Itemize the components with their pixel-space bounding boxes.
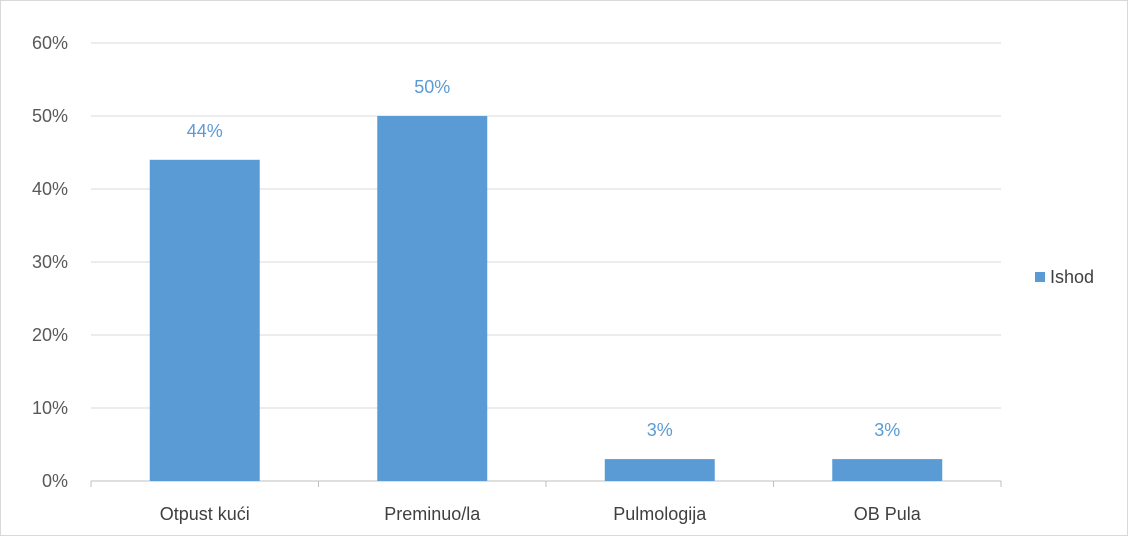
x-axis-categories: Otpust kući Preminuo/la Pulmologija OB Pula <box>160 504 922 524</box>
legend: Ishod <box>1035 267 1094 287</box>
bar <box>377 116 488 481</box>
x-category-label: Preminuo/la <box>384 504 481 524</box>
y-tick-label: 30% <box>32 252 68 272</box>
x-category-label: OB Pula <box>854 504 922 524</box>
bar <box>832 459 943 481</box>
data-label: 50% <box>414 77 450 97</box>
data-label: 3% <box>874 420 900 440</box>
x-category-label: Otpust kući <box>160 504 250 524</box>
x-category-label: Pulmologija <box>613 504 707 524</box>
data-labels: 44% 50% 3% 3% <box>187 77 901 440</box>
y-tick-label: 10% <box>32 398 68 418</box>
legend-swatch <box>1035 272 1045 282</box>
legend-label: Ishod <box>1050 267 1094 287</box>
y-tick-label: 50% <box>32 106 68 126</box>
y-axis-ticks: 0% 10% 20% 30% 40% 50% 60% <box>32 33 68 491</box>
y-tick-label: 60% <box>32 33 68 53</box>
bar <box>149 159 260 482</box>
y-tick-label: 0% <box>42 471 68 491</box>
data-label: 44% <box>187 121 223 141</box>
data-label: 3% <box>647 420 673 440</box>
y-tick-label: 40% <box>32 179 68 199</box>
bar <box>604 459 715 481</box>
y-tick-label: 20% <box>32 325 68 345</box>
bars <box>149 116 943 482</box>
